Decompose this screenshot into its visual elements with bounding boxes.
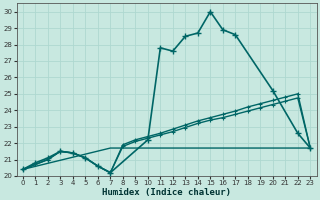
X-axis label: Humidex (Indice chaleur): Humidex (Indice chaleur) (102, 188, 231, 197)
